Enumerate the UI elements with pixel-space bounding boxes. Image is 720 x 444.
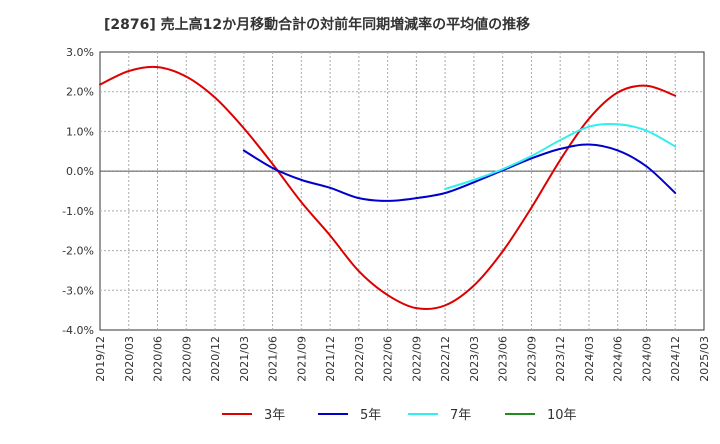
y-tick-label: 1.0% [66,125,94,138]
legend-label-2: 7年 [450,408,471,423]
x-tick-label: 2024/12 [669,336,682,382]
x-tick-label: 2025/03 [698,336,711,382]
y-tick-label: 3.0% [66,46,94,59]
series-line-2 [444,123,677,191]
x-tick-label: 2022/03 [353,336,366,382]
x-tick-label: 2024/09 [640,336,653,382]
chart-title: [2876] 売上高12か月移動合計の対前年同期増減率の平均値の推移 [104,17,531,33]
x-tick-label: 2022/12 [439,336,452,382]
x-tick-label: 2023/12 [554,336,567,382]
y-tick-label: -2.0% [62,245,94,258]
x-tick-label: 2022/06 [382,336,395,382]
x-axis-ticks: 2019/12 2020/03 2020/06 2020/09 2020/12 2021/… [94,336,711,382]
x-tick-label: 2023/03 [468,336,481,382]
series-lines [99,65,677,311]
x-tick-label: 2020/03 [123,336,136,382]
x-tick-label: 2020/06 [152,336,165,382]
x-tick-label: 2021/06 [267,336,280,382]
x-tick-label: 2020/12 [209,336,222,382]
x-tick-label: 2019/12 [94,336,107,382]
x-tick-label: 2024/03 [583,336,596,382]
legend-label-0: 3年 [264,408,285,423]
x-tick-label: 2020/09 [180,336,193,382]
y-tick-label: -1.0% [62,205,94,218]
plot-area [99,51,705,331]
x-tick-label: 2021/03 [238,336,251,382]
grid [100,52,704,330]
x-tick-label: 2021/12 [324,336,337,382]
y-axis-ticks: 3.0% 2.0% 1.0% 0.0% -1.0% -2.0% -3.0% -4.0% [62,46,94,337]
series-line-1 [242,143,677,202]
x-tick-label: 2023/06 [497,336,510,382]
x-tick-label: 2023/09 [525,336,538,382]
y-tick-label: -4.0% [62,324,94,337]
legend-label-3: 10年 [547,408,577,423]
legend: 3年 5年 7年 10年 [222,408,577,423]
x-tick-label: 2024/06 [612,336,625,382]
legend-label-1: 5年 [360,408,381,423]
y-tick-label: 2.0% [66,86,94,99]
x-tick-label: 2021/09 [295,336,308,382]
y-tick-label: -3.0% [62,284,94,297]
x-tick-label: 2022/09 [410,336,423,382]
y-tick-label: 0.0% [66,165,94,178]
